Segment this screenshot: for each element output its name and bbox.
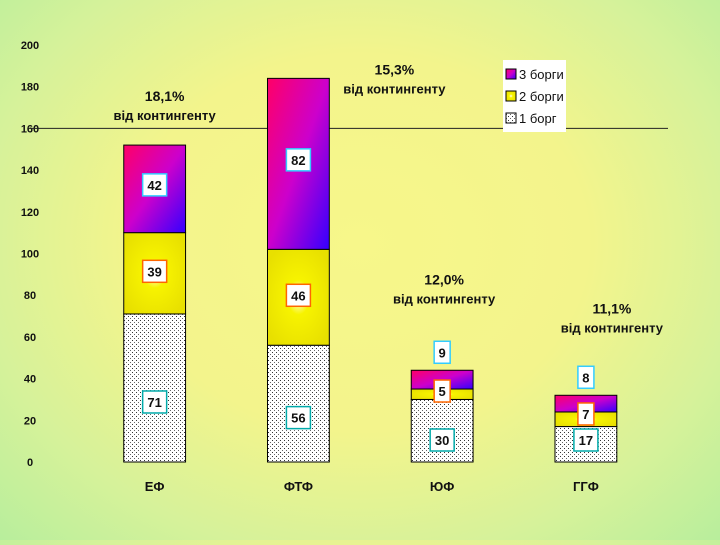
- data-label: 71: [147, 395, 161, 410]
- annotations: 18,1% від контингенту 15,3% від контингенту…: [114, 61, 664, 335]
- legend-label: 3 борги: [519, 67, 564, 82]
- y-tick-label: 120: [21, 207, 39, 219]
- x-axis: ЕФ ФТФ ЮФ ГГФ: [145, 479, 599, 494]
- bar-segment: [267, 344, 330, 463]
- data-label: 17: [579, 433, 593, 448]
- legend-swatch: [505, 68, 517, 80]
- data-label: 30: [435, 433, 449, 448]
- annotation-percent: 11,1%: [592, 300, 631, 316]
- legend-label: 2 борги: [519, 89, 564, 104]
- data-label-box: [285, 283, 312, 308]
- y-tick-label: 40: [24, 374, 36, 386]
- annotation-text: від контингенту: [343, 81, 446, 96]
- bars: [123, 77, 618, 463]
- data-label-box: [429, 428, 455, 452]
- data-label-box: [285, 148, 312, 172]
- data-label-box: [433, 340, 451, 365]
- annotation-text: від контингенту: [114, 108, 217, 123]
- annotation-text: від контингенту: [393, 291, 496, 306]
- y-tick-label: 100: [21, 249, 39, 261]
- y-tick-label: 200: [21, 40, 39, 52]
- data-label-box: [285, 405, 312, 430]
- legend-swatch: [505, 90, 517, 102]
- x-tick-label: ФТФ: [284, 479, 313, 494]
- annotation-percent: 18,1%: [145, 88, 185, 104]
- data-label-box: [141, 259, 168, 284]
- y-tick-label: 60: [24, 332, 36, 344]
- data-label: 7: [582, 407, 589, 422]
- data-label-box: [141, 390, 168, 414]
- data-label-box: [433, 379, 451, 403]
- data-label: 9: [439, 345, 446, 360]
- y-tick-label: 160: [21, 123, 39, 135]
- annotation-text: від контингенту: [561, 320, 664, 335]
- data-label-box: [141, 173, 168, 197]
- y-axis: 0 20 40 60 80 100 120 140 160 180 200: [21, 40, 39, 469]
- legend: 3 борги 2 борги 1 борг: [503, 60, 566, 132]
- y-tick-label: 0: [27, 457, 33, 469]
- data-label: 5: [439, 384, 446, 399]
- y-tick-label: 140: [21, 165, 39, 177]
- y-tick-label: 80: [24, 290, 36, 302]
- data-label-box: [573, 428, 599, 452]
- data-label: 39: [147, 264, 161, 279]
- data-label: 42: [147, 178, 161, 193]
- annotation-percent: 12,0%: [424, 271, 464, 287]
- bar-segment: [123, 313, 187, 463]
- data-label: 8: [582, 370, 589, 385]
- x-tick-label: ЕФ: [145, 479, 165, 494]
- legend-swatch: [505, 112, 517, 124]
- data-label: 46: [291, 288, 305, 303]
- annotation-percent: 15,3%: [375, 61, 415, 77]
- legend-label: 1 борг: [519, 111, 557, 126]
- data-label: 56: [291, 411, 305, 426]
- x-tick-label: ЮФ: [430, 479, 455, 494]
- data-label-box: [577, 365, 595, 390]
- x-tick-label: ГГФ: [573, 479, 599, 494]
- y-tick-label: 20: [24, 415, 36, 427]
- data-label-box: [577, 402, 595, 426]
- y-tick-label: 180: [21, 82, 39, 94]
- data-label: 82: [291, 153, 305, 168]
- data-labels: 71 39 42 56 46 82 30 5 9 17 7 8: [141, 148, 599, 452]
